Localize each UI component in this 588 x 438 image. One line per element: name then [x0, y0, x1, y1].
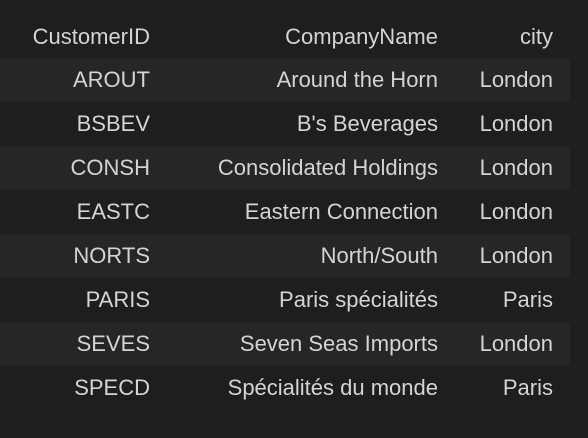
cell-customerid: CONSH	[70, 155, 150, 180]
cell-companyname: Consolidated Holdings	[217, 155, 438, 180]
table-row: SPECD Spécialités du monde Paris	[0, 366, 570, 410]
cell-customerid: NORTS	[73, 243, 150, 268]
cell-city: London	[479, 331, 553, 356]
cell-city: London	[479, 111, 553, 136]
cell-companyname: Spécialités du monde	[227, 375, 438, 400]
cell-customerid: SEVES	[76, 331, 150, 356]
cell-city: Paris	[502, 375, 553, 400]
table-row: SEVES Seven Seas Imports London	[0, 322, 570, 366]
cell-companyname: B's Beverages	[296, 111, 438, 136]
cell-city: London	[479, 199, 553, 224]
column-header-customerid: CustomerID	[32, 23, 150, 49]
cell-companyname: North/South	[320, 243, 438, 268]
cell-city: London	[479, 67, 553, 92]
results-table: CustomerID CompanyName city AROUT Around…	[0, 15, 570, 410]
cell-companyname: Seven Seas Imports	[239, 331, 438, 356]
cell-city: London	[479, 155, 553, 180]
cell-companyname: Around the Horn	[276, 67, 438, 92]
column-header-city: city	[520, 23, 553, 49]
table-row: AROUT Around the Horn London	[0, 58, 570, 102]
cell-customerid: SPECD	[74, 375, 150, 400]
table-row: NORTS North/South London	[0, 234, 570, 278]
cell-customerid: EASTC	[76, 199, 150, 224]
column-header-companyname: CompanyName	[285, 23, 438, 49]
cell-companyname: Paris spécialités	[279, 287, 438, 312]
cell-city: Paris	[502, 287, 553, 312]
cell-customerid: AROUT	[73, 67, 150, 92]
table-header-row: CustomerID CompanyName city	[0, 15, 570, 58]
table-row: CONSH Consolidated Holdings London	[0, 146, 570, 190]
cell-companyname: Eastern Connection	[244, 199, 438, 224]
cell-customerid: PARIS	[85, 287, 150, 312]
table-row: EASTC Eastern Connection London	[0, 190, 570, 234]
table-row: PARIS Paris spécialités Paris	[0, 278, 570, 322]
cell-city: London	[479, 243, 553, 268]
table-row: BSBEV B's Beverages London	[0, 102, 570, 146]
cell-customerid: BSBEV	[76, 111, 150, 136]
